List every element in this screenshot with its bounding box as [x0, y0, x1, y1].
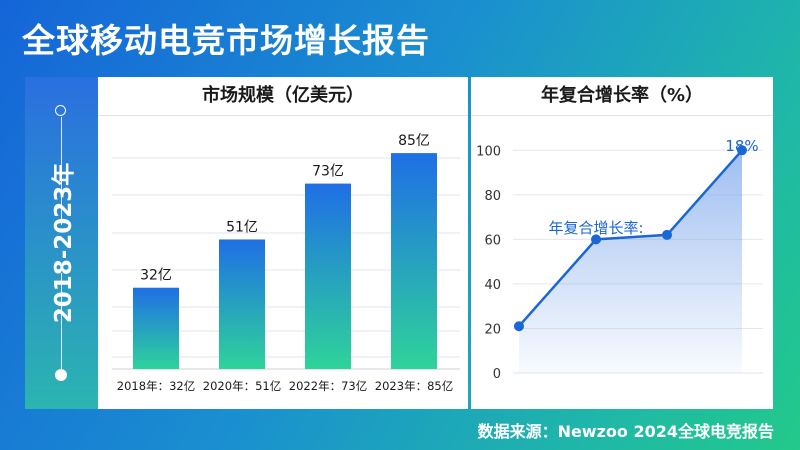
cagr-panel: 年复合增长率（%） 0 20 40 60 80 100 年复合增长率: 18%: [471, 77, 773, 409]
period-band: 2018-2023年: [25, 77, 98, 409]
line-ytick-label-4: 80: [484, 189, 501, 204]
bar-chart: 32亿 2018年：32亿 51亿 2020年：51亿 73亿 2022年：73亿 85亿 2…: [112, 133, 460, 393]
bar-chart-title: 市场规模（亿美元）: [98, 77, 468, 116]
bar-3: [391, 153, 437, 369]
bar-0: [133, 287, 179, 369]
period-label: 2018-2023年: [51, 162, 77, 324]
bar-data-label-3: 85亿: [398, 133, 430, 149]
period-line-top: [61, 117, 62, 225]
line-ytick-label-3: 60: [484, 233, 501, 248]
bar-2: [305, 183, 351, 369]
cagr-annotation-label: 年复合增长率:: [548, 219, 643, 237]
market-size-panel: 市场规模（亿美元） 32亿 2018年：32亿 51亿 2020年：51亿 73亿 202…: [98, 77, 468, 409]
bar-data-label-0: 32亿: [140, 268, 172, 284]
line-ytick-label-1: 20: [484, 322, 501, 337]
line-point-0: [514, 321, 524, 332]
line-area-fill: [519, 150, 742, 373]
line-chart-title: 年复合增长率（%）: [471, 77, 773, 116]
bar-1: [219, 239, 265, 369]
period-start-ring-icon: [55, 105, 66, 116]
line-ytick-label-0: 0: [493, 367, 501, 382]
bar-category-label-2: 2022年：73亿: [289, 379, 367, 393]
line-ytick-label-5: 100: [476, 144, 501, 159]
period-line-bottom: [61, 273, 62, 369]
cagr-annotation-value: 18%: [725, 137, 758, 155]
bar-category-label-0: 2018年：32亿: [117, 379, 195, 393]
bar-category-label-3: 2023年：85亿: [375, 379, 453, 393]
line-series: [518, 149, 743, 328]
line-point-2: [662, 229, 672, 240]
line-point-1: [591, 234, 601, 245]
period-end-dot-icon: [55, 369, 67, 381]
line-ytick-label-2: 40: [484, 278, 501, 293]
data-source: 数据来源：Newzoo 2024全球电竞报告: [477, 422, 774, 441]
page-title: 全球移动电竞市场增长报告: [22, 21, 430, 60]
bar-data-label-2: 73亿: [312, 164, 344, 180]
line-point-3: [737, 145, 747, 156]
bar-data-label-1: 51亿: [226, 219, 258, 235]
line-chart: 0 20 40 60 80 100 年复合增长率: 18%: [476, 137, 763, 382]
bar-category-label-1: 2020年：51亿: [203, 379, 281, 393]
